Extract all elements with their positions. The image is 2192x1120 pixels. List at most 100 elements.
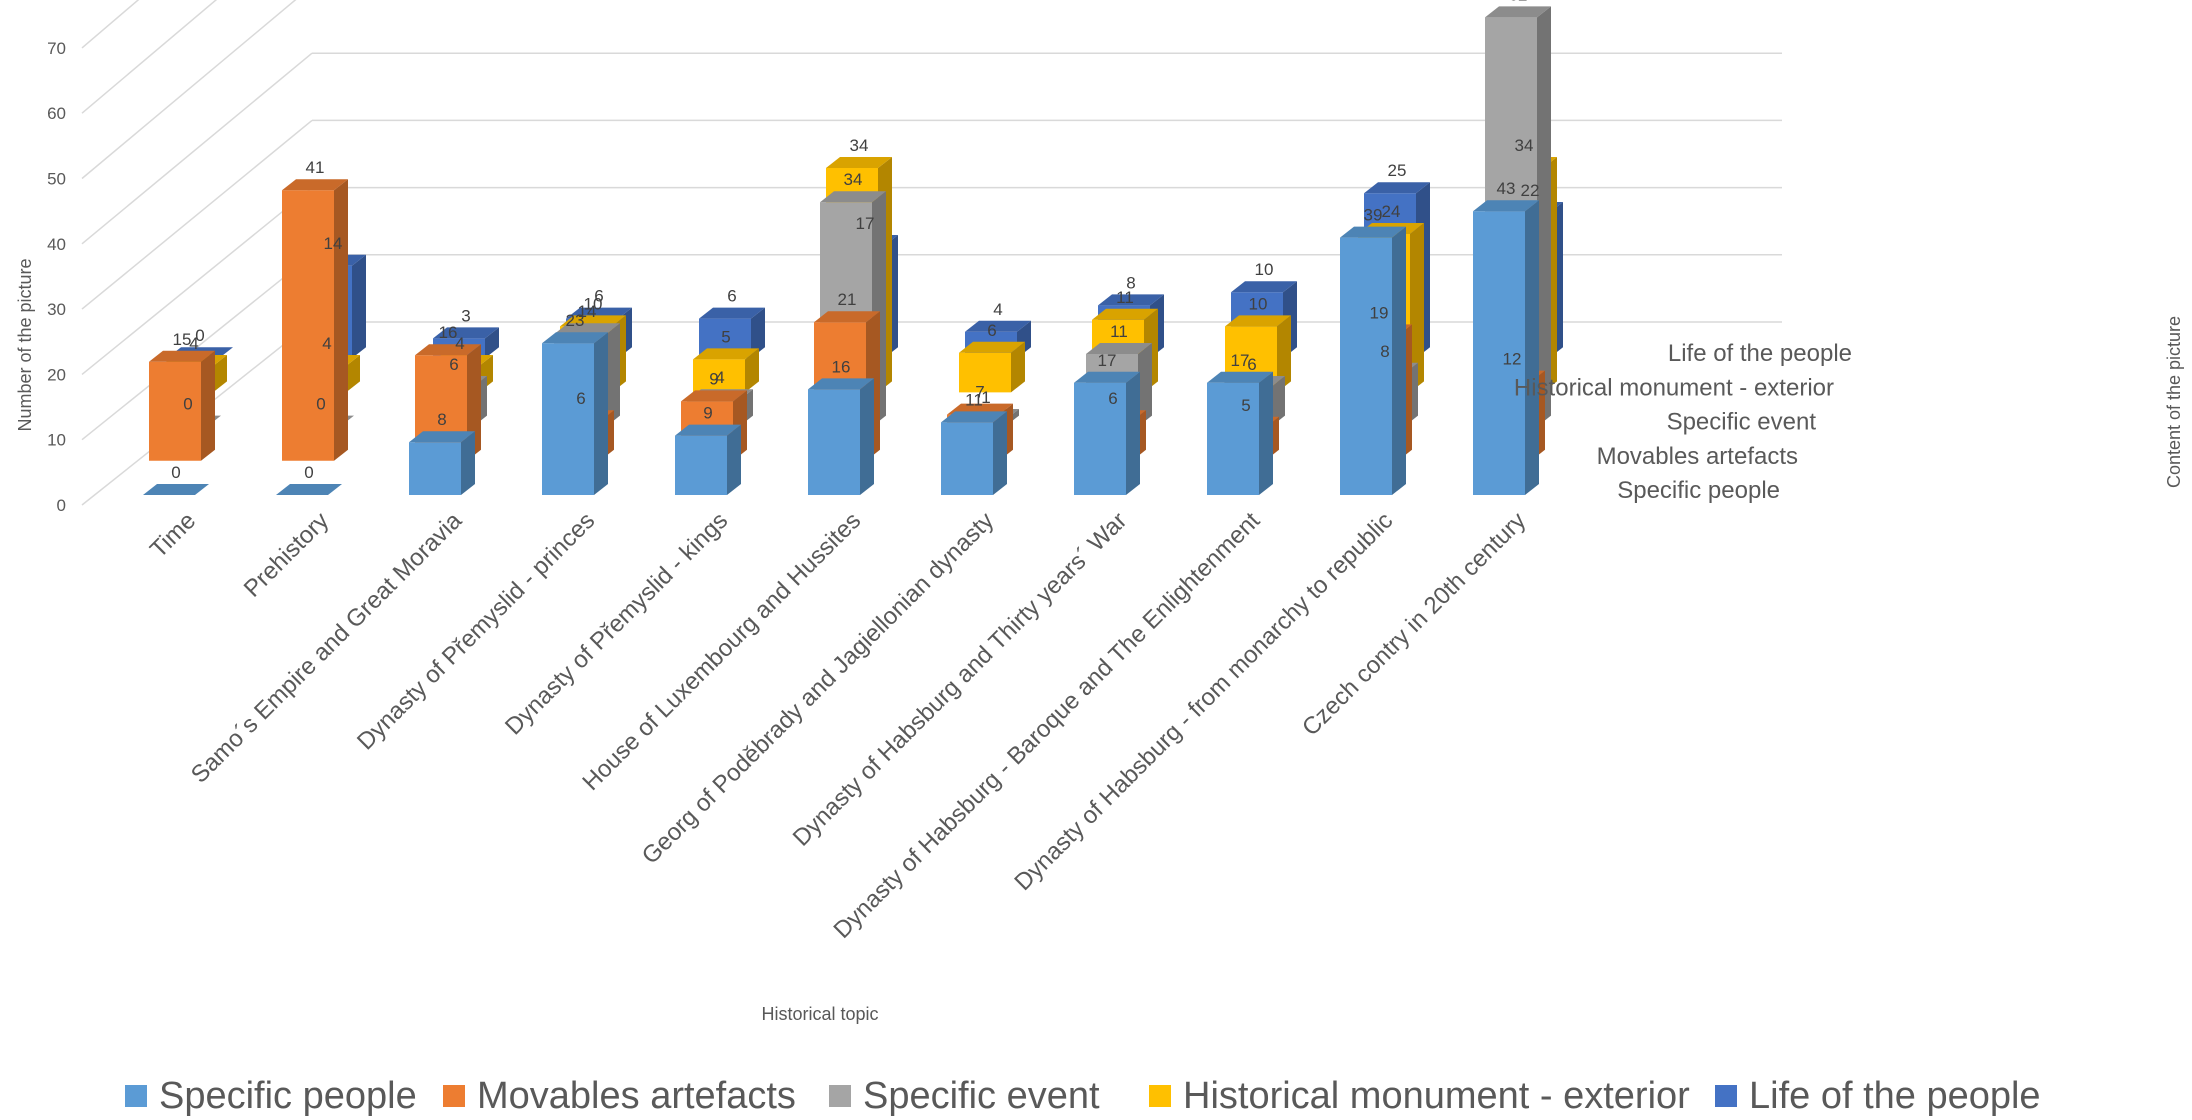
bar-side (1138, 343, 1152, 427)
bar-front (282, 190, 334, 461)
data-label: 6 (594, 287, 603, 306)
data-label: 6 (1247, 355, 1256, 374)
legend-swatch (1149, 1085, 1171, 1107)
bar-top (699, 307, 765, 319)
x-axis-title: Historical topic (761, 1004, 878, 1024)
gridline-diagonal (81, 0, 297, 180)
bar-top (1485, 6, 1551, 18)
series-axis-label: Historical monument - exterior (1514, 374, 1834, 401)
data-label: 43 (1497, 179, 1516, 198)
bar-top (941, 411, 1007, 423)
data-label: 4 (715, 368, 724, 387)
data-label: 6 (987, 321, 996, 340)
category-label: Samo´s Empire and Great Moravia (186, 507, 468, 789)
bar-side (485, 327, 499, 359)
bar-front (959, 352, 1011, 393)
bar-top (276, 484, 342, 495)
data-label: 17 (1098, 351, 1117, 370)
bar-side (1126, 371, 1140, 495)
series-axis-label: Movables artefacts (1597, 443, 1798, 470)
bar-specific-people-6 (941, 411, 1007, 495)
bar-side (1410, 223, 1424, 393)
data-label: 4 (993, 300, 1002, 319)
data-label: 21 (838, 290, 857, 309)
bar-specific-people-10 (1473, 200, 1539, 495)
bar-top (1225, 315, 1291, 327)
bar-top (826, 157, 892, 168)
data-label: 4 (189, 334, 198, 353)
data-label: 0 (304, 463, 313, 482)
bar-specific-people-1 (276, 484, 342, 495)
bar-top (415, 344, 481, 356)
data-label: 6 (727, 287, 736, 306)
bar-front (941, 422, 993, 495)
bar-side (1537, 6, 1551, 427)
data-label: 4 (322, 334, 331, 353)
depth-axis-title: Content of the picture (2164, 316, 2184, 488)
legend-label: Movables artefacts (477, 1075, 796, 1117)
data-label: 10 (584, 294, 603, 313)
bar-top (1473, 200, 1539, 212)
y-tick-label: 30 (47, 300, 66, 319)
y-tick-label: 50 (47, 170, 66, 189)
bar-front (1207, 382, 1259, 495)
data-label: 1 (981, 388, 990, 407)
bar-front (808, 389, 860, 495)
bar-top (149, 350, 215, 362)
bar-top (681, 390, 747, 402)
bar-top (409, 431, 475, 443)
bar-top (554, 323, 620, 335)
y-tick-label: 60 (47, 104, 66, 123)
bar-historical-monument-exterior-6 (959, 341, 1025, 393)
bar-side (860, 378, 874, 495)
bar-top (1207, 371, 1273, 383)
data-label: 0 (183, 395, 192, 414)
bar-side (334, 179, 348, 461)
bar-specific-people-2 (409, 431, 475, 495)
bar-top (282, 179, 348, 191)
data-label: 14 (324, 234, 343, 253)
data-label: 62 (1509, 0, 1528, 4)
bar-top (693, 348, 759, 360)
data-label: 34 (1515, 136, 1534, 155)
legend: Specific people Movables artefacts Specifi… (125, 1075, 2041, 1117)
data-label: 24 (1382, 202, 1401, 221)
gridline-diagonal (81, 187, 313, 375)
bar-front (149, 361, 201, 461)
data-label: 9 (703, 404, 712, 423)
data-label: 14 (578, 302, 597, 321)
data-label: 17 (856, 214, 875, 233)
data-label: 17 (1231, 351, 1250, 370)
data-label: 11 (965, 390, 983, 409)
category-label: Dynasty of Přemyslid - kings (500, 507, 733, 740)
bar-front (699, 318, 751, 359)
bar-top (820, 191, 886, 203)
bar-top (433, 327, 499, 339)
legend-item-specific-people: Specific people (125, 1075, 417, 1117)
legend-item-movables-artefacts: Movables artefacts (443, 1075, 796, 1117)
bar-front (693, 359, 745, 393)
data-label: 10 (1255, 260, 1274, 279)
data-label: 6 (449, 355, 458, 374)
gridline-diagonal (81, 0, 218, 114)
data-label: 0 (171, 463, 180, 482)
data-label: 5 (721, 327, 730, 346)
data-label: 15 (173, 330, 192, 349)
bar-top (1231, 281, 1297, 293)
bar-top (814, 311, 880, 323)
bar-specific-people-8 (1207, 371, 1273, 495)
legend-label: Specific people (159, 1075, 417, 1117)
series-axis-labels: Specific people Movables artefacts Specifi… (1514, 340, 1852, 504)
data-label: 8 (1380, 342, 1389, 361)
data-label: 16 (832, 357, 851, 376)
bar-side (606, 323, 620, 427)
bar-top (1364, 182, 1430, 194)
bar-top (143, 484, 209, 495)
legend-label: Specific event (863, 1075, 1100, 1117)
category-label: Czech contry in 20th century (1297, 507, 1531, 741)
bar-top (1086, 343, 1152, 354)
series-axis-label: Life of the people (1668, 340, 1852, 367)
data-label: 5 (1241, 396, 1250, 415)
